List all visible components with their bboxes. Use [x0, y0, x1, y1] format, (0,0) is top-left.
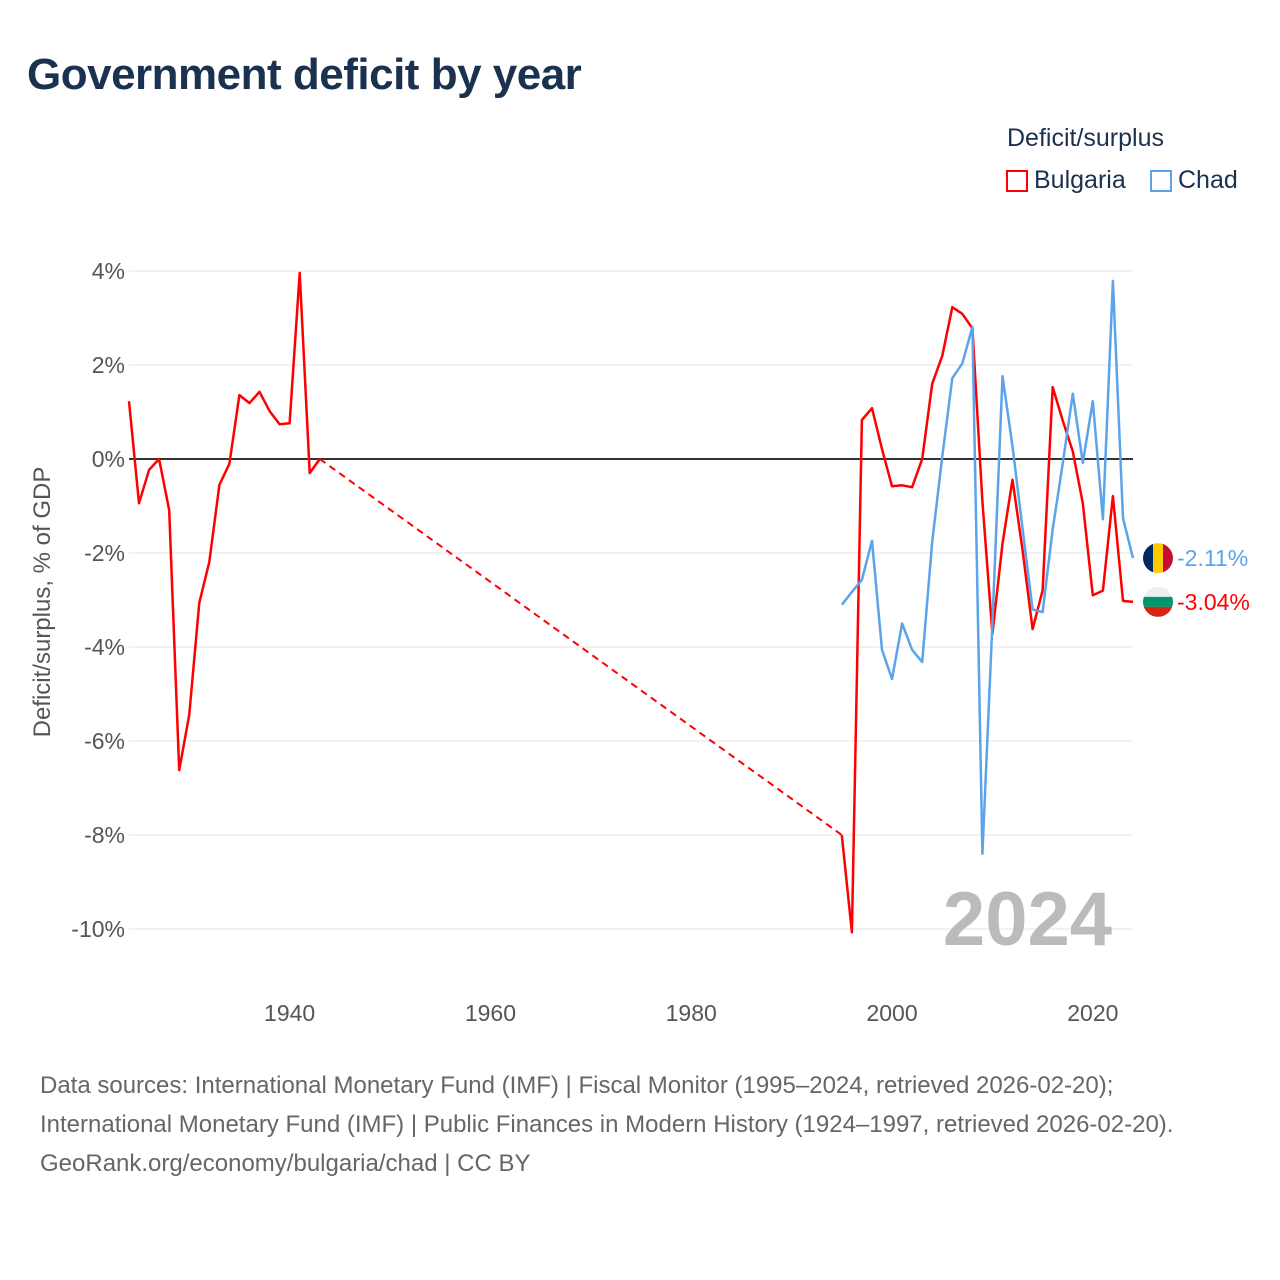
flag-stripe: [1143, 543, 1153, 574]
end-value-label-bulgaria: -3.04%: [1177, 589, 1250, 615]
x-tick-label: 1960: [465, 1000, 516, 1026]
chart-title: Government deficit by year: [27, 50, 582, 99]
flag-stripe: [1143, 596, 1173, 607]
flag-stripe: [1143, 606, 1173, 617]
y-tick-label: 2%: [92, 352, 125, 378]
footer: Data sources: International Monetary Fun…: [40, 1066, 1240, 1183]
y-tick-label: -4%: [84, 634, 125, 660]
legend-item-chad[interactable]: Chad: [1150, 166, 1238, 195]
flag-stripe: [1163, 543, 1173, 574]
bulgaria-flag-icon: [1143, 586, 1173, 617]
legend-item-bulgaria[interactable]: Bulgaria: [1006, 166, 1126, 195]
y-tick-label: -2%: [84, 540, 125, 566]
x-tick-label: 1940: [264, 1000, 315, 1026]
credit-link[interactable]: GeoRank.org/economy/bulgaria/chad | CC B…: [40, 1150, 531, 1177]
flag-stripes: [1143, 543, 1173, 574]
y-axis-label: Deficit/surplus, % of GDP: [29, 467, 56, 738]
y-tick-label: 4%: [92, 258, 125, 284]
flag-stripe: [1153, 543, 1163, 574]
legend-swatch-bulgaria: [1006, 169, 1028, 192]
chad-flag-icon: [1143, 543, 1173, 574]
series-line-bulgaria: [840, 305, 1134, 934]
legend-label: Bulgaria: [1034, 166, 1126, 194]
x-tick-label: 2000: [866, 1000, 917, 1026]
legend-title: Deficit/surplus: [1007, 124, 1164, 152]
end-value-label-chad: -2.11%: [1177, 545, 1248, 571]
x-tick-label: 1980: [666, 1000, 717, 1026]
flag-stripe: [1143, 586, 1173, 597]
y-tick-label: -10%: [71, 916, 125, 942]
legend-swatch-chad: [1150, 169, 1172, 192]
legend-label: Chad: [1178, 166, 1238, 194]
series-line-bulgaria: [127, 271, 321, 772]
series-line-chad: [840, 279, 1135, 856]
y-tick-label: 0%: [92, 446, 125, 472]
y-tick-label: -6%: [84, 728, 125, 754]
flag-stripes: [1143, 586, 1173, 617]
line-chart: 4% 2% 0% -2% -4% -6% -8% -10% 1940 1960 1980 2000 20…: [29, 258, 1250, 1026]
x-tick-label: 2020: [1067, 1000, 1118, 1026]
year-watermark: 2024: [943, 877, 1112, 962]
data-sources: Data sources: International Monetary Fun…: [40, 1072, 1174, 1138]
y-tick-label: -8%: [84, 822, 125, 848]
